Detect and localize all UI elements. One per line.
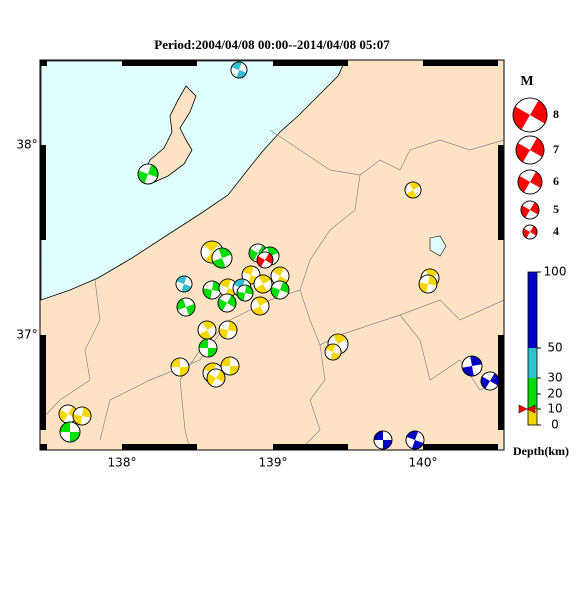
frame-bar <box>40 145 46 240</box>
focal-mechanism <box>418 274 438 294</box>
events <box>58 61 500 450</box>
lake <box>429 235 447 257</box>
focal-mechanism <box>253 274 273 294</box>
focal-mechanism <box>522 224 538 240</box>
depth-marker <box>518 404 536 414</box>
focal-mechanism <box>72 406 92 426</box>
colorbar-segment <box>528 378 537 409</box>
focal-mechanism <box>250 296 270 316</box>
x-tick-label: 138° <box>108 456 137 470</box>
legend-label: 7 <box>553 142 559 156</box>
legend-label: 4 <box>553 224 559 238</box>
focal-mechanism <box>220 356 240 376</box>
frame-bar <box>423 444 498 450</box>
focal-mechanism <box>175 275 193 293</box>
island <box>141 85 197 185</box>
colorbar-label: 50 <box>547 341 562 355</box>
focal-mechanism <box>59 421 81 443</box>
title: Period:2004/04/08 00:00--2014/04/08 05:0… <box>154 37 390 52</box>
focal-mechanism <box>230 61 248 79</box>
focal-mechanism <box>198 338 218 358</box>
focal-mechanism <box>211 247 233 269</box>
frame-bar <box>122 60 197 66</box>
frame-bar <box>423 60 498 66</box>
frame-bar <box>40 335 46 430</box>
colorbar-label: 0 <box>551 418 559 432</box>
colorbar-label: 100 <box>544 265 567 279</box>
colorbar-segment <box>528 272 537 348</box>
focal-mechanism <box>256 251 274 269</box>
focal-mechanism <box>137 163 159 185</box>
frame-bar <box>273 444 348 450</box>
focal-mechanism <box>515 135 545 165</box>
legend-title: M <box>520 74 533 89</box>
colorbar-title: Depth(km) <box>513 444 569 458</box>
focal-mechanism <box>217 293 237 313</box>
colorbar-label: 10 <box>547 402 562 416</box>
focal-mechanism <box>520 200 540 220</box>
y-tick-label: 38° <box>16 138 37 152</box>
focal-mechanism <box>324 343 342 361</box>
focal-mechanism <box>170 357 190 377</box>
focal-mechanism <box>176 297 196 317</box>
focal-mechanism <box>206 368 226 388</box>
focal-mechanism <box>480 371 500 391</box>
legend-label: 6 <box>553 174 559 188</box>
focal-mechanism <box>373 430 393 450</box>
x-tick-label: 139° <box>259 456 288 470</box>
map-area <box>39 59 505 451</box>
x-tick-label: 140° <box>409 456 438 470</box>
focal-mechanism <box>270 280 290 300</box>
focal-mechanism <box>461 355 483 377</box>
sea <box>40 60 346 301</box>
frame-bar <box>498 145 504 240</box>
frame-bar <box>273 60 348 66</box>
focal-mechanism <box>236 284 254 302</box>
magnitude-legend: M 8 7 6 5 4 <box>512 74 559 240</box>
focal-mechanism <box>197 320 217 340</box>
focal-mechanism <box>517 169 543 195</box>
axis-labels: 138° 139° 140° 38° 37° <box>16 138 437 470</box>
frame-bar <box>498 335 504 430</box>
focal-mechanism <box>404 181 422 199</box>
frame-bar <box>40 60 47 66</box>
focal-mechanism <box>405 430 425 450</box>
frame-bar <box>122 444 197 450</box>
frame-bar <box>40 444 47 450</box>
frame-border <box>39 59 505 451</box>
colorbar-label: 20 <box>547 387 562 401</box>
focal-mechanism <box>512 97 548 133</box>
focal-mechanism <box>58 404 78 424</box>
map-frame <box>39 59 505 451</box>
legend-label: 5 <box>553 202 559 216</box>
y-tick-label: 37° <box>16 328 37 342</box>
colorbar-segment <box>528 348 537 378</box>
focal-mechanism <box>202 280 222 300</box>
colorbar-segment <box>528 409 537 425</box>
colorbar-label: 30 <box>547 371 562 385</box>
legend-label: 8 <box>553 107 559 121</box>
focal-mechanism <box>218 320 238 340</box>
